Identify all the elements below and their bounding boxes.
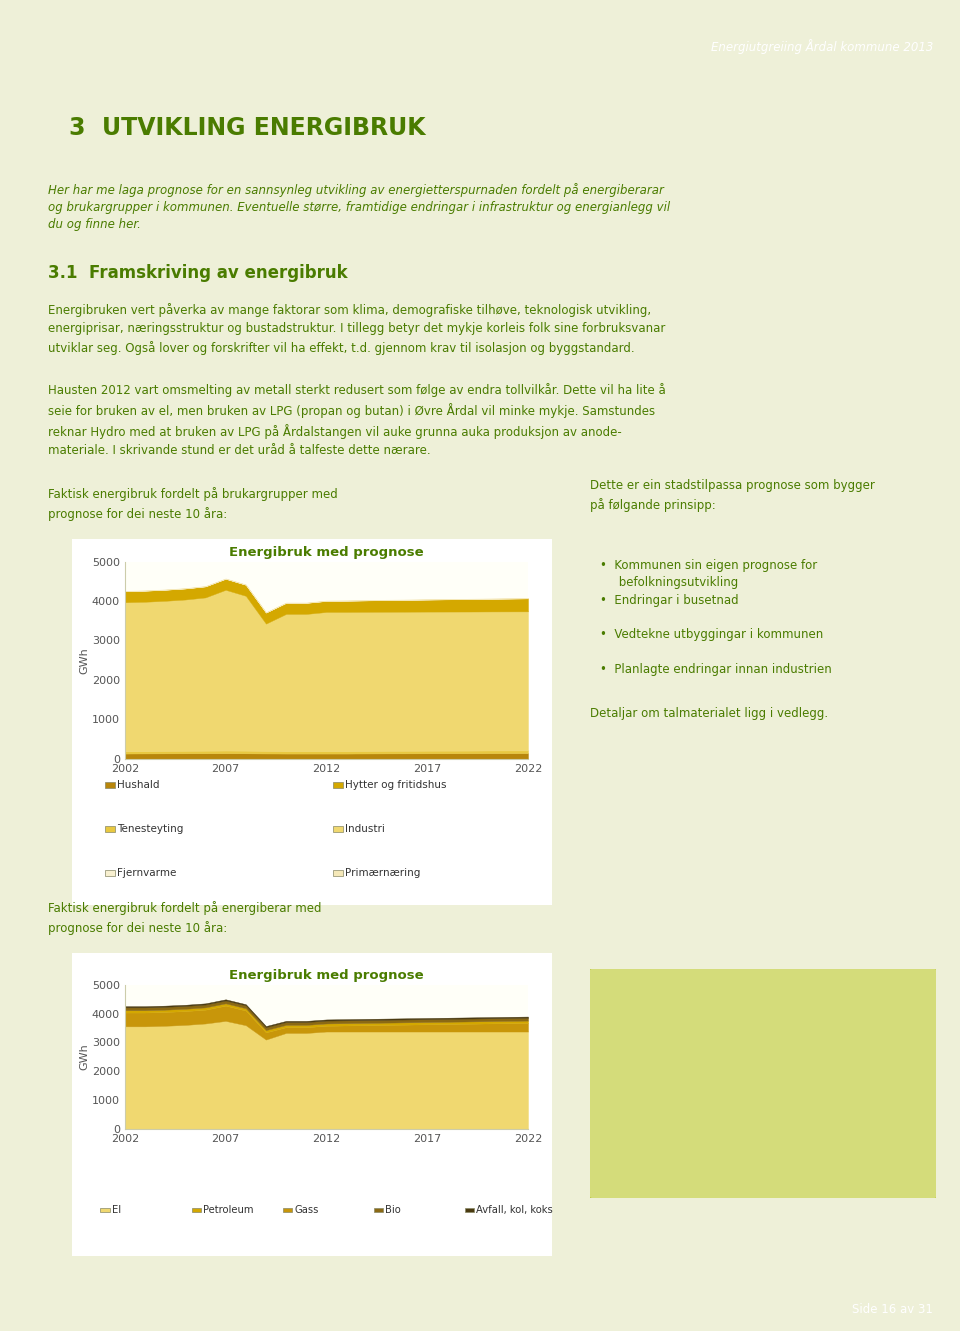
Bar (105, 781, 115, 788)
Text: •  Vedtekne utbyggingar i kommunen: • Vedtekne utbyggingar i kommunen (600, 628, 824, 642)
Text: Her har me laga prognose for en sannsynleg utvikling av energietterspurnaden for: Her har me laga prognose for en sannsynl… (48, 184, 670, 232)
Bar (105, 870, 115, 876)
Title: Energibruk med prognose: Energibruk med prognose (229, 546, 423, 559)
Text: Bio: Bio (385, 1205, 401, 1215)
Text: Hausten 2012 vart omsmelting av metall sterkt redusert som følge av endra tollvi: Hausten 2012 vart omsmelting av metall s… (48, 383, 665, 458)
Text: Side 16 av 31: Side 16 av 31 (852, 1303, 933, 1315)
Text: Fjernvarme: Fjernvarme (117, 868, 177, 878)
Y-axis label: GWh: GWh (79, 1044, 89, 1070)
Bar (282, 1207, 292, 1211)
FancyBboxPatch shape (587, 966, 940, 1201)
Title: Energibruk med prognose: Energibruk med prognose (229, 969, 423, 982)
Text: •  Kommunen sin eigen prognose for
     befolkningsutvikling: • Kommunen sin eigen prognose for befolk… (600, 559, 817, 590)
Text: Faktisk energibruk fordelt på brukargrupper med
prognose for dei neste 10 åra:: Faktisk energibruk fordelt på brukargrup… (48, 487, 338, 520)
FancyBboxPatch shape (62, 946, 562, 1263)
Text: Faktisk energibruk fordelt på energiberar med
prognose for dei neste 10 åra:: Faktisk energibruk fordelt på energibera… (48, 901, 322, 934)
Text: Hushald: Hushald (117, 780, 159, 791)
Text: Dette er ein stadstilpassa prognose som bygger
på følgande prinsipp:: Dette er ein stadstilpassa prognose som … (590, 479, 876, 511)
Text: Avfall, kol, koks: Avfall, kol, koks (476, 1205, 553, 1215)
Text: 3  UTVIKLING ENERGIBRUK: 3 UTVIKLING ENERGIBRUK (69, 116, 426, 141)
Text: •  Planlagte endringar innan industrien: • Planlagte endringar innan industrien (600, 663, 831, 676)
Text: Hytter og fritidshus: Hytter og fritidshus (346, 780, 446, 791)
Bar (333, 825, 343, 832)
Text: Gass: Gass (294, 1205, 319, 1215)
Text: Detaljar om talmaterialet ligg i vedlegg.: Detaljar om talmaterialet ligg i vedlegg… (590, 707, 828, 720)
Text: Tenesteyting: Tenesteyting (117, 824, 183, 835)
Text: Industri: Industri (346, 824, 385, 835)
Text: El: El (111, 1205, 121, 1215)
Bar (191, 1207, 201, 1211)
Bar (374, 1207, 383, 1211)
Text: 3.1  Framskriving av energibruk: 3.1 Framskriving av energibruk (48, 264, 348, 282)
Text: Primærnæring: Primærnæring (346, 868, 420, 878)
Text: Energiutgreiing Årdal kommune 2013: Energiutgreiing Årdal kommune 2013 (710, 39, 933, 55)
Text: •  Endringar i busetnad: • Endringar i busetnad (600, 594, 738, 607)
Bar (465, 1207, 474, 1211)
Y-axis label: GWh: GWh (79, 647, 89, 673)
Bar (333, 781, 343, 788)
Text: Petroleum: Petroleum (203, 1205, 253, 1215)
Text: Prognosert energibruk i kommunen: Prognosert energibruk i kommunen (614, 997, 881, 1009)
Bar (101, 1207, 109, 1211)
Text: Energibruken vert påverka av mange faktorar som klima, demografiske tilhøve, tek: Energibruken vert påverka av mange fakto… (48, 303, 665, 355)
Text: •  Bruken av LPG (propan og butan)
er uviss grunna endringar både i
støyperi og : • Bruken av LPG (propan og butan) er uvi… (612, 1054, 823, 1105)
Bar (105, 825, 115, 832)
Bar (333, 870, 343, 876)
FancyBboxPatch shape (62, 531, 562, 913)
